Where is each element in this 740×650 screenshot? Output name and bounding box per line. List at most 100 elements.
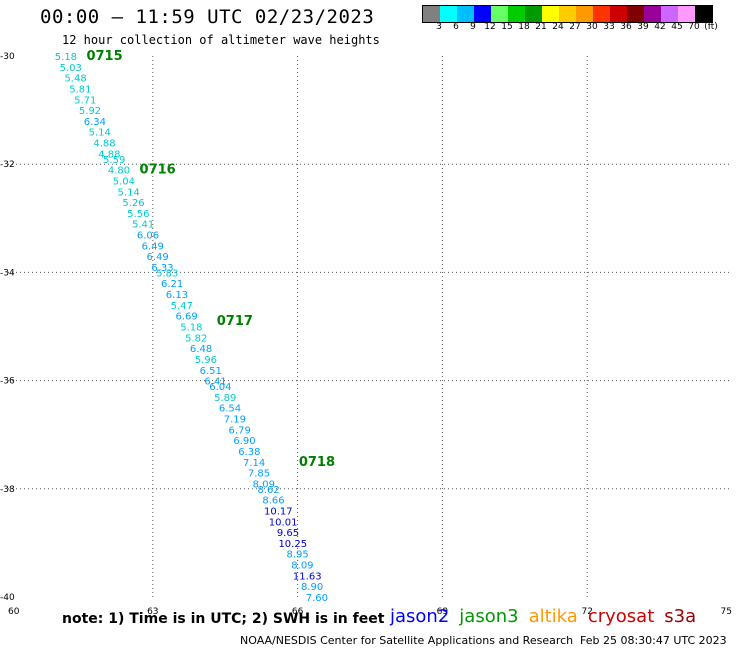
wave-height-value: 6.04: [209, 382, 231, 393]
wave-height-value: 6.69: [175, 312, 197, 323]
wave-height-value: 6.34: [84, 117, 106, 128]
wave-height-value: 6.90: [233, 436, 255, 447]
wave-height-value: 4.80: [108, 166, 130, 177]
wave-height-value: 7.85: [248, 469, 270, 480]
legend-swatch: [678, 6, 695, 22]
wave-height-value: 6.49: [142, 241, 164, 252]
chart-subtitle: 12 hour collection of altimeter wave hei…: [62, 33, 380, 47]
time-label: 0718: [299, 455, 335, 470]
wave-height-value: 5.18: [180, 323, 202, 334]
wave-height-value: 7.19: [224, 414, 246, 425]
wave-height-value: 8.09: [291, 561, 313, 572]
satellite-jason2: jason2: [390, 606, 450, 627]
wave-height-value: 6.54: [219, 404, 241, 415]
legend-swatch: [508, 6, 525, 22]
wave-height-value: 5.18: [55, 52, 77, 63]
legend-swatch: [695, 6, 712, 22]
y-tick-label: -34: [0, 268, 15, 278]
time-label: 0716: [140, 163, 176, 178]
wave-height-value: 10.17: [264, 506, 293, 517]
wave-height-value: 6.06: [137, 231, 159, 242]
x-tick-label: 60: [8, 607, 20, 617]
wave-height-value: 10.25: [278, 539, 307, 550]
wave-height-value: 8.66: [262, 496, 284, 507]
legend-label: 12: [484, 22, 496, 32]
wave-height-value: 6.21: [161, 279, 183, 290]
x-tick-label: 69: [437, 607, 449, 617]
wave-height-value: 6.33: [151, 263, 173, 274]
wave-height-value: 8.09: [253, 479, 275, 490]
legend-label: 36: [620, 22, 632, 32]
wave-height-value: 5.92: [79, 106, 101, 117]
legend-label: 42: [654, 22, 666, 32]
legend-label: 9: [470, 22, 476, 32]
wave-height-value: 5.14: [118, 187, 140, 198]
legend-swatch: [474, 6, 491, 22]
note-text: note: 1) Time is in UTC; 2) SWH is in fe…: [62, 611, 385, 627]
satellite-s3a: s3a: [664, 606, 697, 627]
legend-swatch: [457, 6, 474, 22]
wave-height-value: 8.95: [286, 550, 308, 561]
x-tick-label: 66: [292, 607, 304, 617]
satellite-jason3: jason3: [459, 606, 519, 627]
wave-height-value: 7.14: [243, 458, 265, 469]
wave-height-value: 6.41: [204, 377, 226, 388]
credit-text: NOAA/NESDIS Center for Satellite Applica…: [240, 634, 574, 647]
legend-label: 30: [586, 22, 598, 32]
y-tick-label: -30: [0, 52, 15, 62]
legend-swatch: [593, 6, 610, 22]
legend-swatch: [440, 6, 457, 22]
wave-height-value: 5.89: [214, 393, 236, 404]
wave-height-value: 5.47: [171, 301, 193, 312]
wave-height-value: 5.41: [132, 220, 154, 231]
wave-height-value: 5.59: [103, 155, 125, 166]
legend-swatch: [576, 6, 593, 22]
y-tick-label: -40: [0, 593, 15, 603]
legend-label: 21: [535, 22, 547, 32]
wave-height-value: 6.79: [229, 425, 251, 436]
wave-height-value: 5.83: [156, 268, 178, 279]
wave-height-value: 6.48: [190, 344, 212, 355]
wave-height-value: 4.88: [93, 139, 115, 150]
legend-swatch: [542, 6, 559, 22]
legend-label: 24: [552, 22, 564, 32]
wave-height-value: 11.63: [293, 571, 322, 582]
legend-swatch: [423, 6, 440, 22]
legend-label: 15: [501, 22, 513, 32]
legend-swatch: [661, 6, 678, 22]
wave-height-value: 8.90: [301, 582, 323, 593]
legend-label: 27: [569, 22, 581, 32]
y-tick-label: -36: [0, 377, 15, 387]
legend-label: 45: [671, 22, 683, 32]
legend-label: 18: [518, 22, 530, 32]
wave-height-value: 5.48: [64, 74, 86, 85]
legend-unit: (ft): [704, 22, 718, 32]
legend-swatch: [627, 6, 644, 22]
legend-label: 3: [436, 22, 442, 32]
wave-height-value: 9.65: [277, 528, 299, 539]
x-tick-label: 63: [147, 607, 158, 617]
wave-height-value: 7.60: [306, 593, 328, 604]
wave-height-value: 5.14: [89, 128, 111, 139]
wave-height-value: 6.51: [200, 366, 222, 377]
wave-height-value: 10.01: [269, 517, 298, 528]
legend-label: 70: [688, 22, 700, 32]
legend-swatch: [525, 6, 542, 22]
time-label: 0715: [86, 49, 122, 64]
wave-height-value: 6.38: [238, 447, 260, 458]
legend-label: 39: [637, 22, 649, 32]
timestamp-text: Feb 25 08:30:47 UTC 2023: [580, 634, 727, 647]
legend-label: 33: [603, 22, 615, 32]
wave-height-value: 5.71: [74, 95, 96, 106]
wave-height-value: 8.62: [258, 485, 280, 496]
legend-swatch: [491, 6, 508, 22]
chart-title: 00:00 – 11:59 UTC 02/23/2023: [40, 6, 375, 28]
wave-height-value: 4.88: [98, 149, 120, 160]
wave-height-value: 5.56: [127, 209, 149, 220]
wave-height-value: 5.82: [185, 333, 207, 344]
x-tick-label: 72: [581, 607, 592, 617]
legend-swatch: [644, 6, 661, 22]
wave-height-value: 5.81: [69, 84, 91, 95]
y-tick-label: -32: [0, 160, 15, 170]
